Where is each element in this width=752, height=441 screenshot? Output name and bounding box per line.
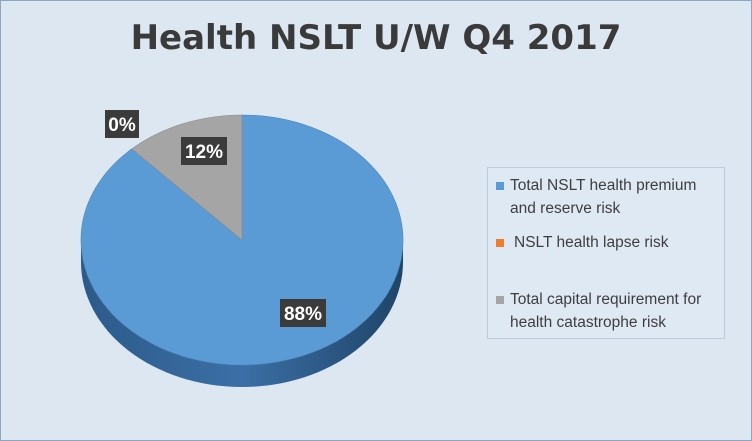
pie-slices <box>80 114 404 366</box>
data-label-box <box>181 137 227 165</box>
data-label-box <box>105 110 139 138</box>
legend-label-premium-reserve-risk: Total NSLT health premium and reserve ri… <box>510 177 697 217</box>
legend: Total NSLT health premium and reserve ri… <box>487 167 725 339</box>
legend-swatch-catastrophe-risk <box>496 296 504 304</box>
legend-swatch-premium-reserve-risk <box>496 182 504 190</box>
data-label: 12% <box>181 137 227 165</box>
pie-depth <box>81 240 403 387</box>
data-label: 88% <box>280 299 326 327</box>
legend-item-catastrophe-risk: Total capital requirement for health cat… <box>496 288 720 334</box>
legend-item-premium-reserve-risk: Total NSLT health premium and reserve ri… <box>496 174 720 220</box>
pie-data-labels: 88% 0% 12% <box>105 110 326 327</box>
legend-label-lapse-risk: NSLT health lapse risk <box>514 234 669 251</box>
data-label-text: 88% <box>284 304 322 325</box>
chart-title: Health NSLT U/W Q4 2017 <box>130 18 622 58</box>
legend-label-catastrophe-risk: Total capital requirement for health cat… <box>510 291 702 331</box>
data-label: 0% <box>105 110 139 138</box>
data-label-text: 0% <box>108 115 136 136</box>
pie-slice-side <box>81 240 403 387</box>
legend-swatch-lapse-risk <box>496 239 504 247</box>
data-label-text: 12% <box>185 142 223 163</box>
legend-item-lapse-risk: NSLT health lapse risk <box>496 231 724 254</box>
data-label-box <box>280 299 326 327</box>
